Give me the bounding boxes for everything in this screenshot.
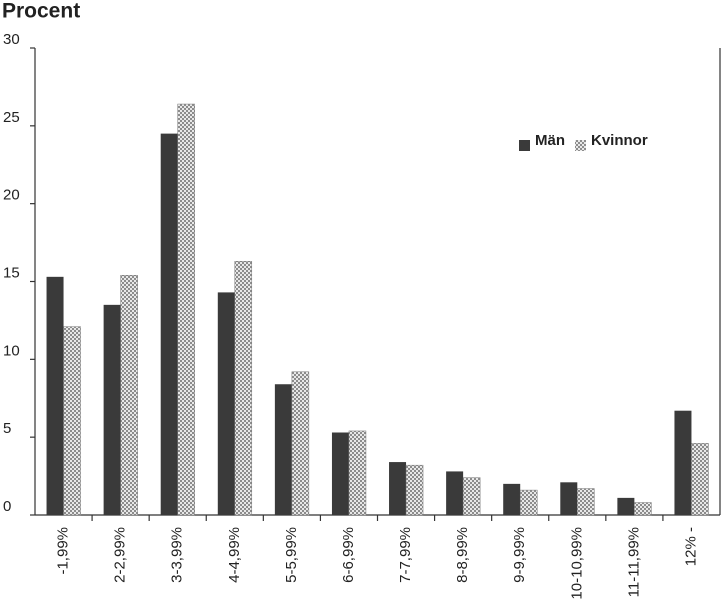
x-tick-label: -1,99% [55, 527, 72, 575]
x-tick-label: 2-2,99% [112, 527, 129, 583]
bar [331, 432, 349, 515]
bar [577, 488, 595, 516]
y-tick-label: 0 [3, 498, 11, 515]
bar [291, 371, 310, 516]
x-tick-label: 6-6,99% [340, 527, 357, 583]
x-tick-label: 11-11,99% [625, 527, 642, 597]
legend-swatch [519, 140, 530, 151]
y-tick-label: 10 [3, 342, 20, 359]
x-tick-label: 8-8,99% [454, 527, 471, 583]
x-tick-label: 12% - [682, 527, 699, 566]
bar [446, 471, 464, 515]
legend-swatch [575, 140, 586, 151]
bar [217, 292, 235, 515]
bar [274, 384, 292, 515]
bar [160, 133, 178, 515]
bar [674, 410, 692, 515]
bar [560, 482, 578, 515]
bar [177, 103, 195, 516]
bar [63, 326, 81, 516]
bar [691, 443, 709, 516]
bar [462, 477, 481, 516]
bar [634, 502, 652, 516]
bar [46, 276, 64, 515]
y-tick-label: 25 [3, 109, 20, 126]
x-tick-label: 3-3,99% [169, 527, 186, 583]
y-tick-label: 30 [3, 31, 20, 48]
bar [103, 304, 121, 515]
x-tick-label: 4-4,99% [226, 527, 243, 583]
bar [617, 497, 635, 515]
x-tick-label: 10-10,99% [568, 527, 585, 600]
legend-label: Kvinnor [591, 132, 648, 149]
x-tick-label: 7-7,99% [397, 527, 414, 583]
legend-label: Män [535, 132, 565, 149]
chart-title: Procent [2, 0, 80, 23]
x-tick-label: 9-9,99% [511, 527, 528, 583]
x-tick-label: 5-5,99% [283, 527, 300, 583]
y-tick-label: 5 [3, 420, 11, 437]
y-tick-label: 15 [3, 264, 20, 281]
y-tick-label: 20 [3, 187, 20, 204]
bar [389, 462, 407, 515]
bar [405, 464, 424, 516]
bar [234, 261, 253, 516]
bar [348, 430, 367, 516]
bar [503, 483, 521, 515]
bar [120, 275, 138, 516]
bar [519, 489, 538, 516]
